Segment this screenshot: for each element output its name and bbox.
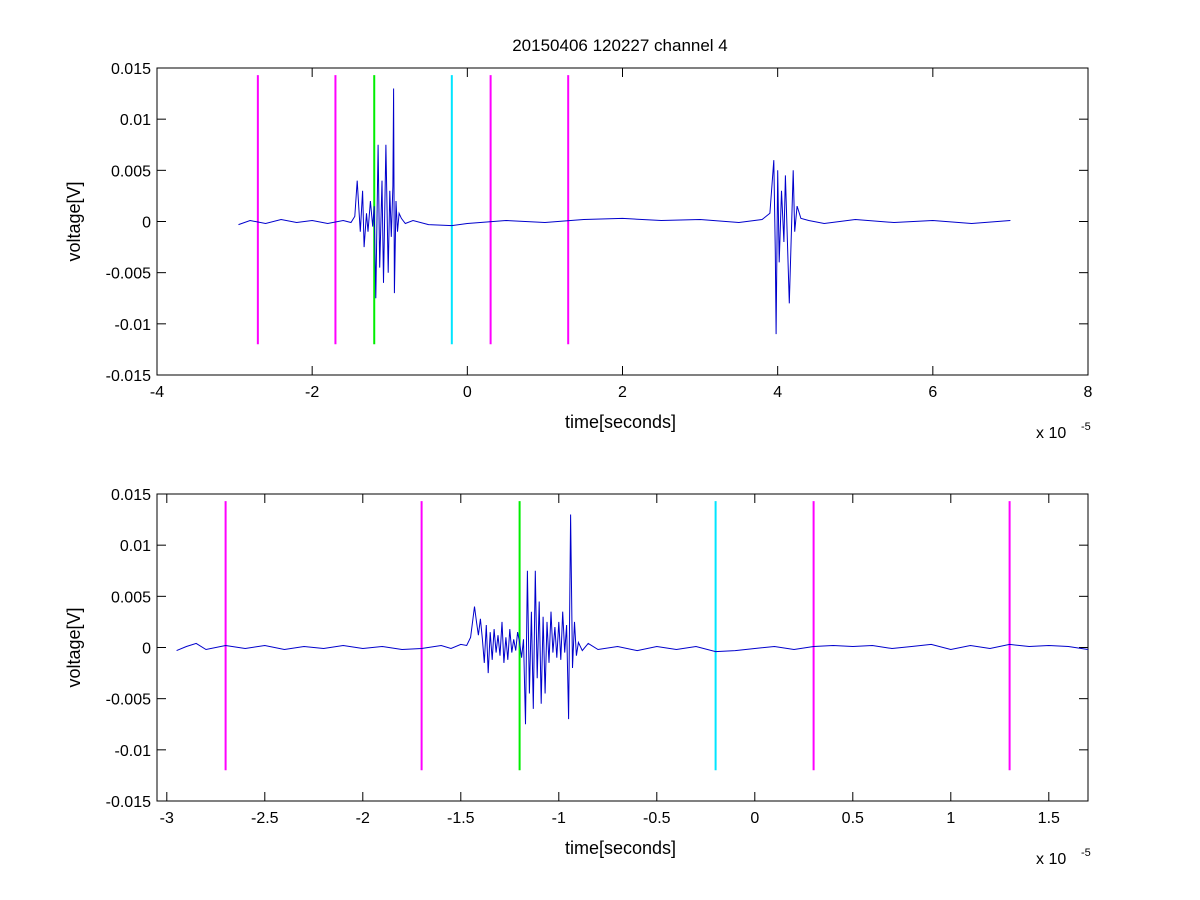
x-tick-label: 1.5 xyxy=(1038,810,1060,827)
x-axis-label: time[seconds] xyxy=(565,838,676,858)
y-tick-label: 0 xyxy=(142,215,151,232)
y-tick-label: -0.005 xyxy=(106,266,151,283)
x-tick-label: 0.5 xyxy=(842,810,864,827)
x-tick-label: -1.5 xyxy=(447,810,475,827)
signal-trace xyxy=(238,88,1011,335)
top-plot: 0.015 0.01 0.005 0 -0.005 -0.01 -0.015-4 -2 0 2 4 6… xyxy=(64,61,1093,442)
y-tick-label: 0.005 xyxy=(111,163,151,180)
signal-trace xyxy=(176,514,1089,725)
x-tick-label: 0 xyxy=(750,810,759,827)
y-tick-label: -0.015 xyxy=(106,794,151,811)
y-tick-label: -0.005 xyxy=(106,692,151,709)
y-tick-label: 0.005 xyxy=(111,589,151,606)
x-tick-label: 8 xyxy=(1084,384,1093,401)
y-tick-label: 0 xyxy=(142,641,151,658)
y-tick-label: -0.015 xyxy=(106,368,151,385)
x-exponent: -5 xyxy=(1081,847,1091,859)
x-tick-label: -4 xyxy=(150,384,164,401)
x-axis-label: time[seconds] xyxy=(565,412,676,432)
x-tick-label: -1 xyxy=(552,810,566,827)
x-tick-label: 0 xyxy=(463,384,472,401)
x-tick-label: -2 xyxy=(356,810,370,827)
x-tick-label: 6 xyxy=(928,384,937,401)
x-tick-label: -3 xyxy=(160,810,174,827)
bottom-plot: 0.015 0.01 0.005 0 -0.005 -0.01 -0.015 -3 -2.5 -2… xyxy=(64,487,1091,868)
y-tick-label: 0.015 xyxy=(111,61,151,78)
x-tick-label: -2 xyxy=(305,384,319,401)
y-tick-label: 0.015 xyxy=(111,487,151,504)
y-tick-label: -0.01 xyxy=(115,743,152,760)
x-multiplier: x 10 xyxy=(1036,425,1066,442)
x-tick-label: 1 xyxy=(946,810,955,827)
x-multiplier: x 10 xyxy=(1036,851,1066,868)
x-exponent: -5 xyxy=(1081,421,1091,433)
figure-title: 20150406 120227 channel 4 xyxy=(512,36,728,55)
y-axis-label: voltage[V] xyxy=(64,607,84,687)
x-tick-label: -0.5 xyxy=(643,810,671,827)
x-tick-label: -2.5 xyxy=(251,810,279,827)
x-tick-label: 4 xyxy=(773,384,782,401)
y-tick-label: 0.01 xyxy=(120,538,151,555)
y-axis-label: voltage[V] xyxy=(64,181,84,261)
x-tick-label: 2 xyxy=(618,384,627,401)
y-tick-label: 0.01 xyxy=(120,112,151,129)
y-tick-label: -0.01 xyxy=(115,317,152,334)
